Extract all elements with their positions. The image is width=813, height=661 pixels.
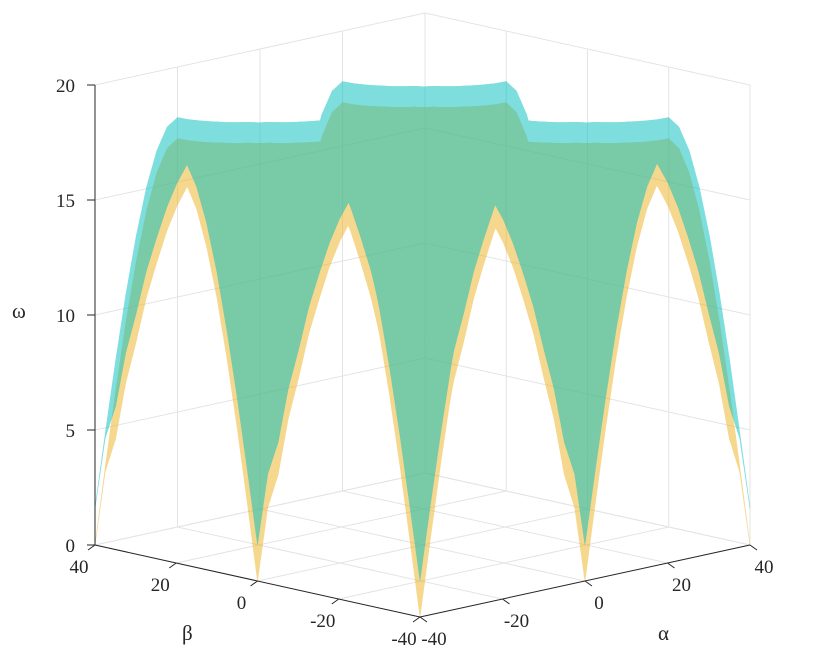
x-tick-label: -20	[504, 611, 529, 632]
x-tick-label: 40	[755, 557, 774, 578]
x-tick-mark	[419, 616, 428, 623]
grid-line	[176, 490, 507, 564]
x-tick-mark	[749, 544, 758, 551]
y-tick-label: -40	[391, 629, 416, 650]
surface-1	[94, 81, 751, 581]
x-tick-mark	[502, 598, 510, 605]
y-tick-mark	[87, 544, 96, 551]
grid-line	[94, 12, 426, 86]
grid-line	[424, 12, 751, 86]
y-tick-label: 0	[237, 593, 247, 614]
z-tick-label: 5	[66, 421, 76, 442]
surface-patch	[94, 438, 116, 546]
x-tick-mark	[667, 562, 675, 569]
x-axis-label: α	[658, 621, 669, 645]
z-tick-label: 0	[66, 536, 76, 557]
surface-patch	[729, 438, 751, 546]
x-tick-label: 0	[594, 593, 604, 614]
y-tick-label: 20	[151, 575, 170, 596]
y-tick-mark	[412, 616, 421, 623]
y-tick-mark	[331, 598, 340, 605]
surface-patch	[409, 473, 431, 581]
y-tick-label: -20	[310, 611, 335, 632]
y-tick-mark	[250, 580, 258, 587]
z-axis-label: ω	[12, 299, 26, 323]
y-tick-mark	[168, 562, 177, 569]
z-tick-label: 15	[56, 191, 75, 212]
grid-line	[338, 526, 669, 600]
surfaces	[94, 81, 751, 618]
x-tick-label: -40	[421, 629, 446, 650]
x-tick-label: 20	[672, 575, 691, 596]
z-tick-label: 20	[56, 76, 75, 97]
z-tick-label: 10	[56, 306, 75, 327]
y-axis-label: β	[182, 621, 193, 645]
y-tick-label: 40	[70, 557, 89, 578]
axes	[87, 84, 758, 623]
x-tick-mark	[584, 580, 593, 587]
